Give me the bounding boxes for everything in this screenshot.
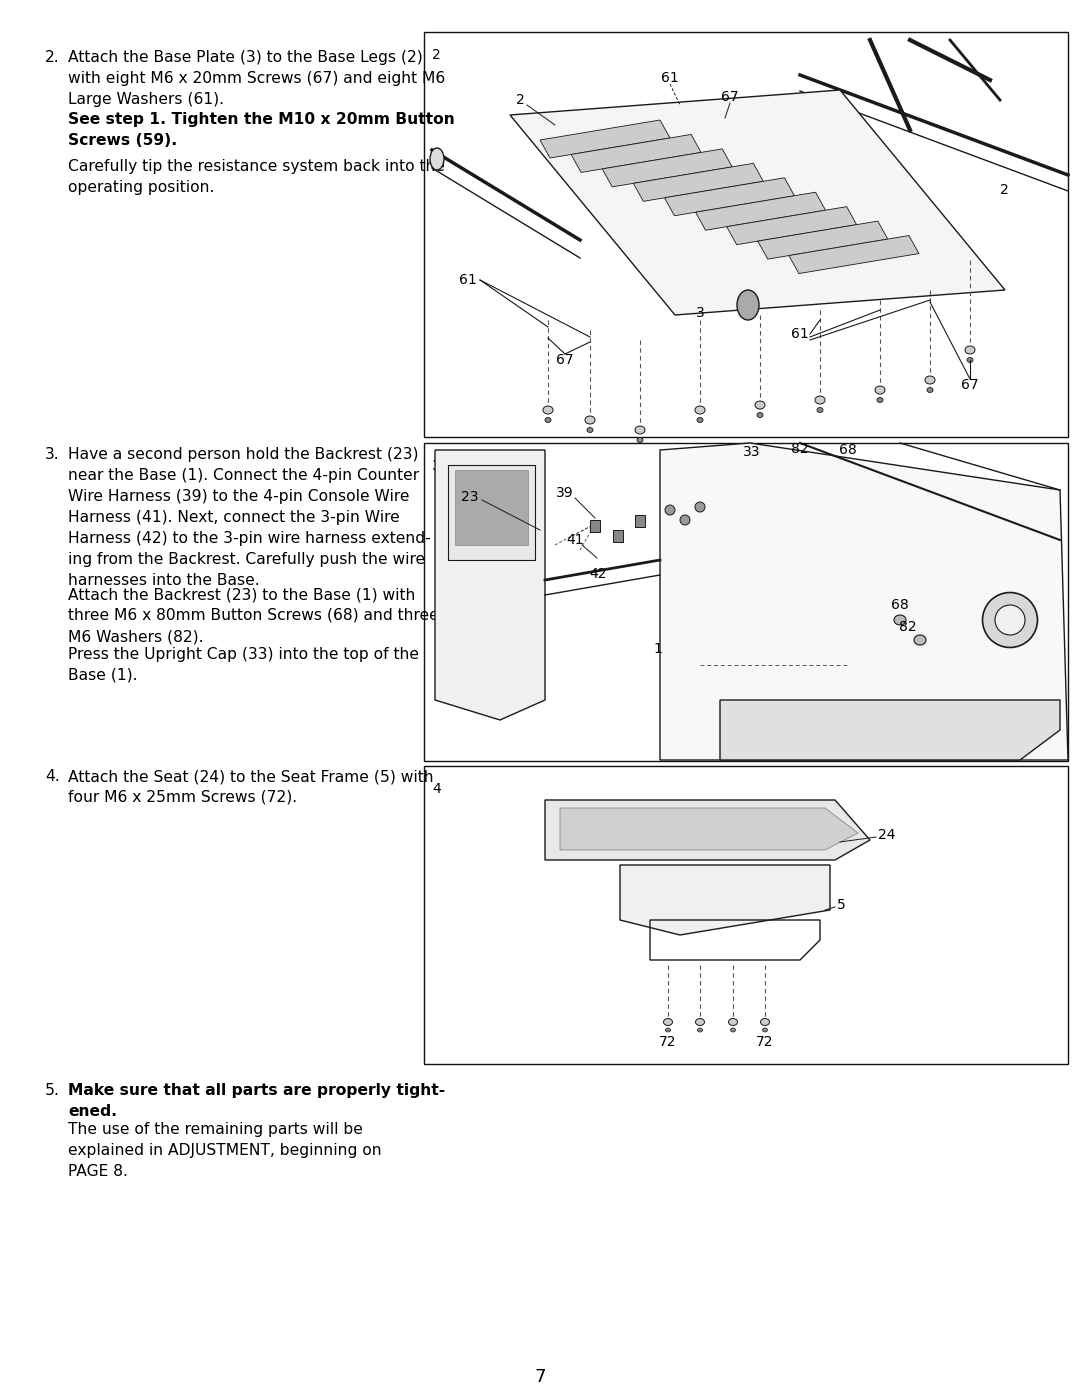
Polygon shape — [620, 865, 831, 935]
Ellipse shape — [995, 605, 1025, 636]
Ellipse shape — [663, 1018, 673, 1025]
Text: See step 1. Tighten the M10 x 20mm Button
Screws (59).: See step 1. Tighten the M10 x 20mm Butto… — [68, 112, 455, 148]
Bar — [635, 515, 645, 527]
Text: 2: 2 — [1000, 183, 1009, 197]
Bar — [613, 529, 623, 542]
Ellipse shape — [757, 412, 762, 418]
Polygon shape — [540, 120, 670, 158]
Polygon shape — [660, 443, 1068, 760]
Text: 39: 39 — [556, 486, 573, 500]
Polygon shape — [571, 134, 701, 172]
Polygon shape — [664, 177, 795, 215]
Text: 67: 67 — [721, 89, 739, 103]
Text: 33: 33 — [743, 446, 760, 460]
Ellipse shape — [588, 427, 593, 433]
Polygon shape — [720, 700, 1059, 760]
Ellipse shape — [543, 407, 553, 414]
Text: 5: 5 — [837, 898, 846, 912]
Text: 4: 4 — [432, 782, 441, 796]
Text: 4.: 4. — [45, 768, 59, 784]
Ellipse shape — [696, 407, 705, 414]
Text: 5.: 5. — [45, 1083, 59, 1098]
Ellipse shape — [737, 291, 759, 320]
Polygon shape — [455, 469, 528, 545]
Ellipse shape — [729, 1018, 738, 1025]
Ellipse shape — [760, 1018, 769, 1025]
Ellipse shape — [545, 418, 551, 422]
Ellipse shape — [875, 386, 885, 394]
Circle shape — [680, 515, 690, 525]
Polygon shape — [448, 465, 535, 560]
Polygon shape — [758, 221, 888, 258]
Ellipse shape — [696, 1018, 704, 1025]
Polygon shape — [633, 163, 764, 201]
Ellipse shape — [967, 358, 973, 362]
Polygon shape — [788, 236, 919, 274]
Text: 68: 68 — [839, 443, 856, 457]
Polygon shape — [435, 450, 545, 719]
Text: 3: 3 — [432, 460, 441, 474]
Polygon shape — [545, 800, 870, 861]
Text: 3.: 3. — [45, 447, 59, 462]
Ellipse shape — [914, 636, 926, 645]
Circle shape — [665, 504, 675, 515]
Text: 67: 67 — [961, 379, 978, 393]
Text: Have a second person hold the Backrest (23)
near the Base (1). Connect the 4-pin: Have a second person hold the Backrest (… — [68, 447, 431, 588]
Text: 72: 72 — [659, 1035, 677, 1049]
Bar — [424, 443, 1068, 761]
Ellipse shape — [762, 1028, 768, 1032]
Ellipse shape — [966, 346, 975, 353]
Text: The use of the remaining parts will be
explained in ADJUSTMENT, beginning on
PAG: The use of the remaining parts will be e… — [68, 1122, 381, 1179]
Text: 2: 2 — [432, 47, 441, 61]
Text: 41: 41 — [566, 534, 584, 548]
Text: Attach the Seat (24) to the Seat Frame (5) with
four M6 x 25mm Screws (72).: Attach the Seat (24) to the Seat Frame (… — [68, 768, 434, 805]
Ellipse shape — [983, 592, 1038, 647]
Ellipse shape — [755, 401, 765, 409]
Text: 24: 24 — [878, 828, 895, 842]
Ellipse shape — [894, 615, 906, 624]
Bar — [424, 766, 1068, 1065]
Ellipse shape — [697, 418, 703, 422]
Text: 82: 82 — [900, 620, 917, 634]
Bar — [590, 520, 600, 532]
Text: 82: 82 — [792, 441, 809, 455]
Text: Attach the Backrest (23) to the Base (1) with
three M6 x 80mm Button Screws (68): Attach the Backrest (23) to the Base (1)… — [68, 587, 438, 644]
Text: 3: 3 — [696, 306, 704, 320]
Bar — [424, 32, 1068, 437]
Ellipse shape — [698, 1028, 702, 1032]
Ellipse shape — [924, 376, 935, 384]
Text: Press the Upright Cap (33) into the top of the
Base (1).: Press the Upright Cap (33) into the top … — [68, 647, 419, 683]
Ellipse shape — [585, 416, 595, 425]
Ellipse shape — [665, 1028, 671, 1032]
Text: 61: 61 — [459, 272, 477, 286]
Text: 23: 23 — [461, 490, 478, 504]
Polygon shape — [696, 193, 825, 231]
Text: 61: 61 — [661, 71, 679, 85]
Text: 1: 1 — [653, 643, 662, 657]
Ellipse shape — [816, 408, 823, 412]
Ellipse shape — [730, 1028, 735, 1032]
Ellipse shape — [927, 387, 933, 393]
Text: 2.: 2. — [45, 50, 59, 66]
Polygon shape — [603, 149, 732, 187]
Text: Carefully tip the resistance system back into the
operating position.: Carefully tip the resistance system back… — [68, 159, 445, 196]
Text: 68: 68 — [891, 598, 909, 612]
Polygon shape — [561, 807, 858, 849]
Text: 2: 2 — [515, 94, 525, 108]
Text: 67: 67 — [556, 353, 573, 367]
Ellipse shape — [430, 148, 444, 170]
Polygon shape — [510, 89, 1005, 314]
Polygon shape — [727, 207, 856, 244]
Ellipse shape — [877, 398, 883, 402]
Ellipse shape — [815, 395, 825, 404]
Circle shape — [696, 502, 705, 511]
Ellipse shape — [635, 426, 645, 434]
Text: Make sure that all parts are properly tight-
ened.: Make sure that all parts are properly ti… — [68, 1083, 445, 1119]
Ellipse shape — [637, 437, 643, 443]
Text: 61: 61 — [792, 327, 809, 341]
Text: 72: 72 — [756, 1035, 773, 1049]
Text: Attach the Base Plate (3) to the Base Legs (2)
with eight M6 x 20mm Screws (67) : Attach the Base Plate (3) to the Base Le… — [68, 50, 445, 108]
Text: 7: 7 — [535, 1368, 545, 1386]
Text: 42: 42 — [590, 567, 607, 581]
